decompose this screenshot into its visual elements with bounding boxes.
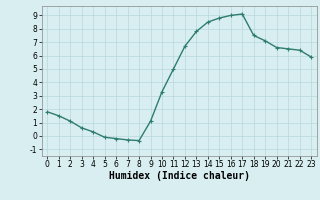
X-axis label: Humidex (Indice chaleur): Humidex (Indice chaleur): [109, 171, 250, 181]
